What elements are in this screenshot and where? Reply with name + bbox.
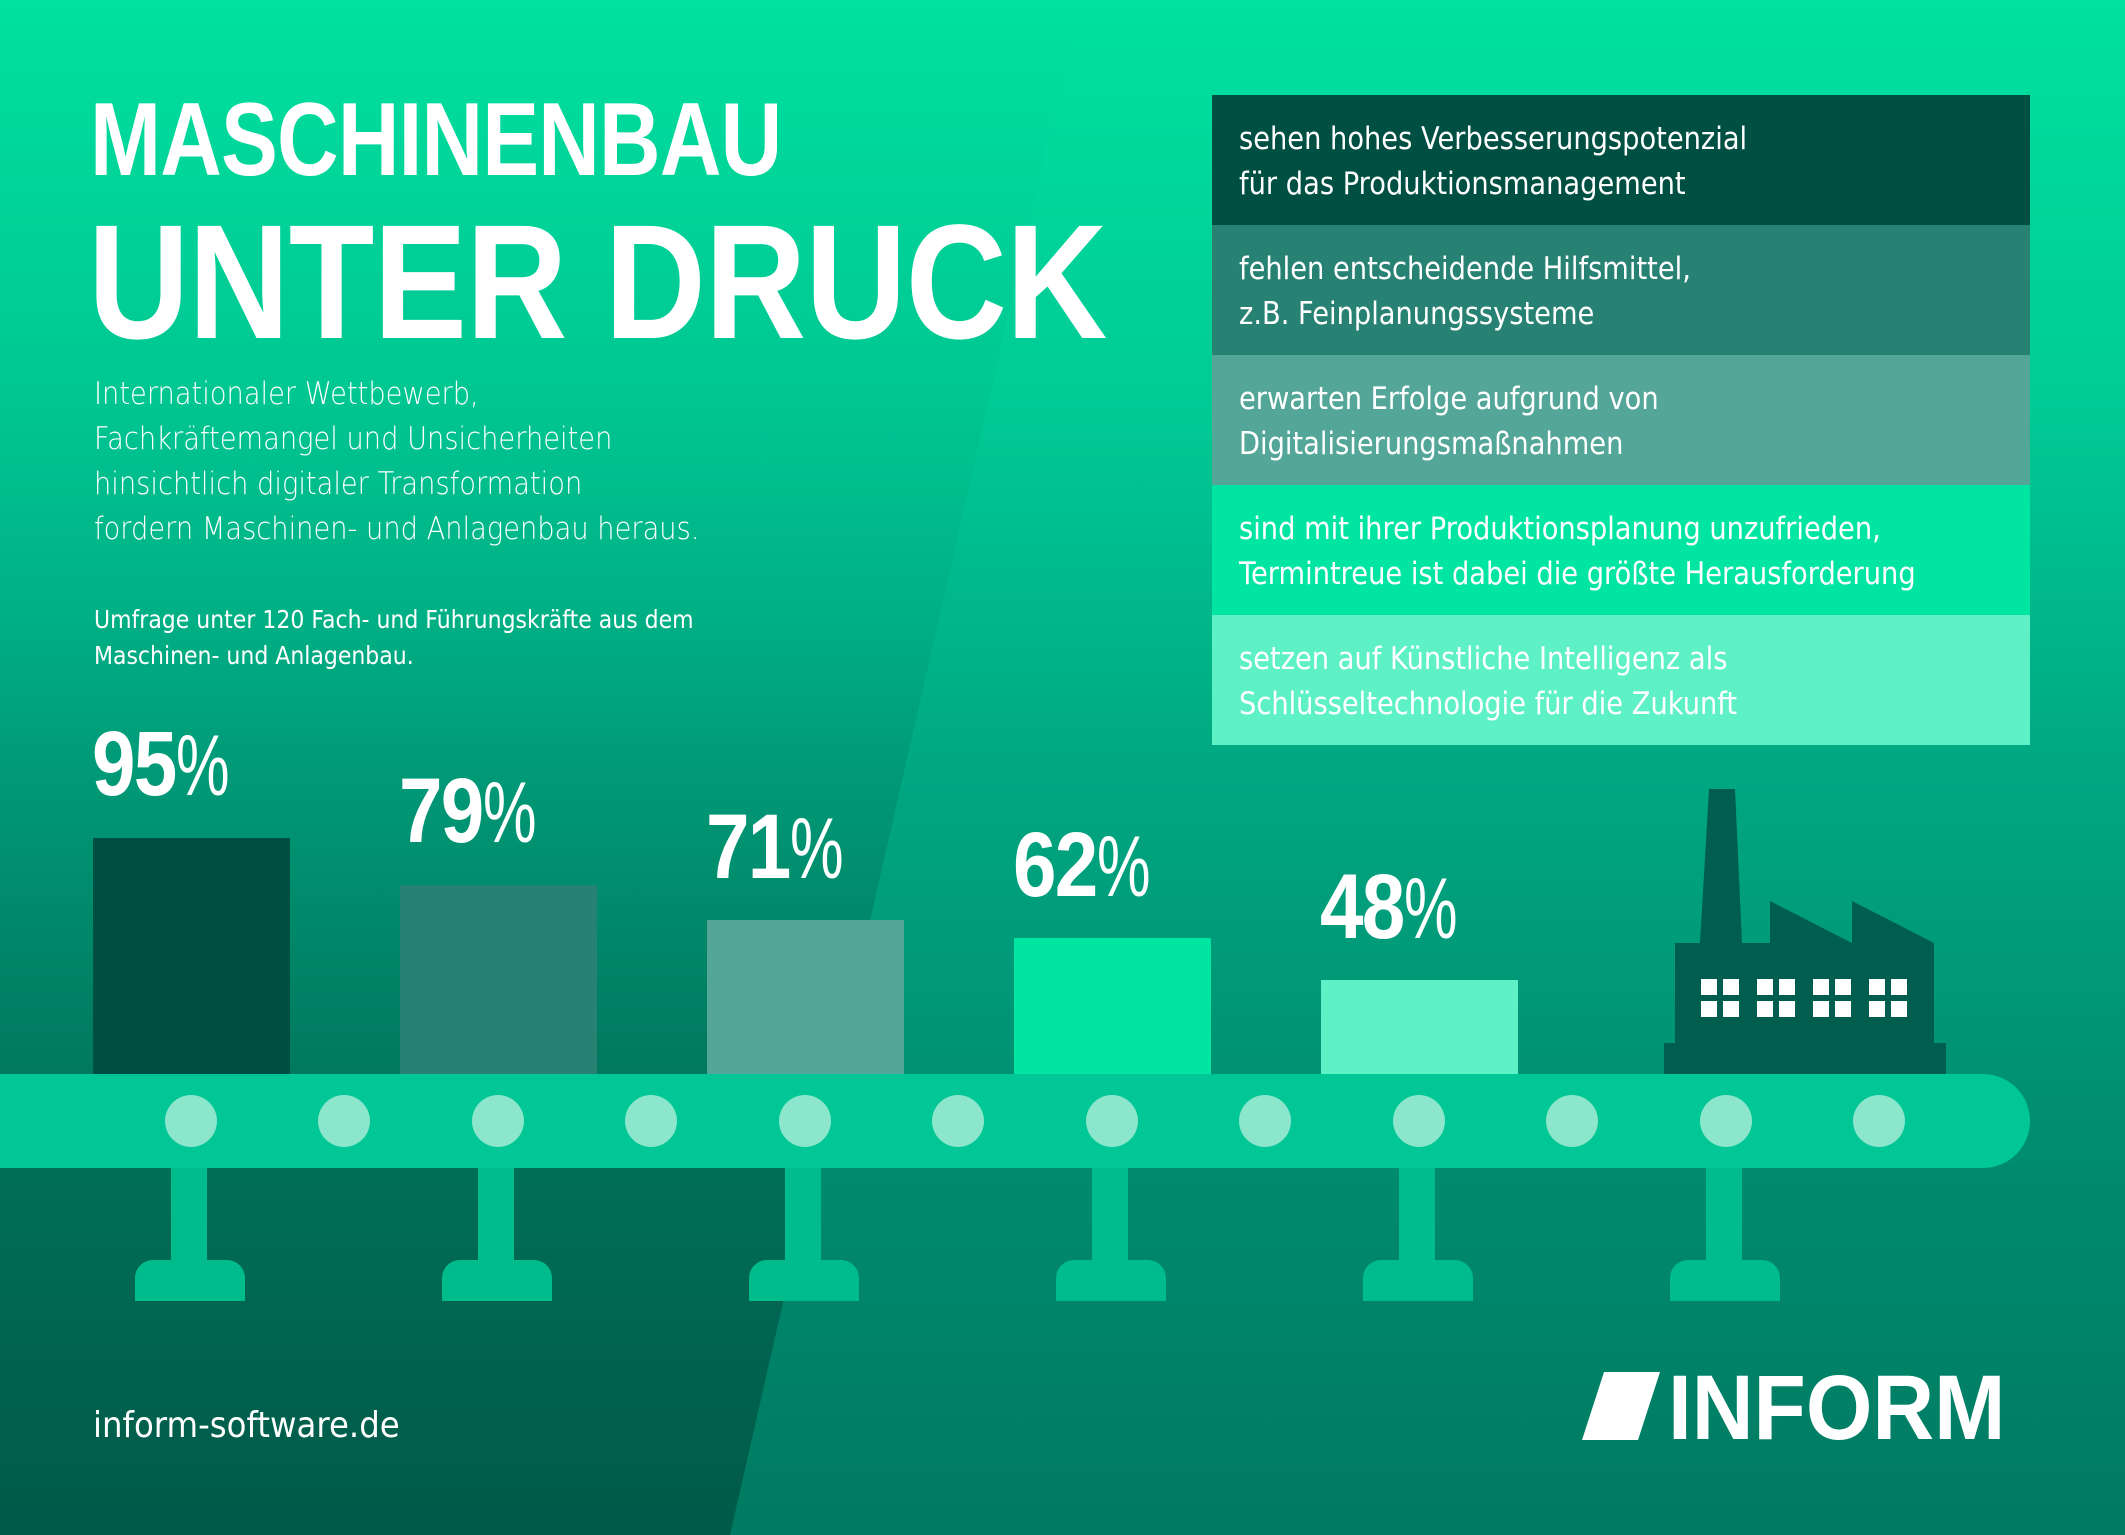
logo-text: INFORM <box>1668 1357 2006 1459</box>
legend-item-62: sind mit ihrer Produktionsplanung unzufr… <box>1212 485 2030 615</box>
roller-icon <box>318 1095 370 1147</box>
conveyor-foot-icon <box>135 1260 245 1301</box>
legend-text: z.B. Feinplanungssysteme <box>1239 296 1595 332</box>
roller-icon <box>165 1095 217 1147</box>
bar-label-62: 62% <box>1013 813 1174 918</box>
conveyor-leg-icon <box>785 1168 821 1262</box>
legend-item-48: setzen auf Künstliche Intelligenz als Sc… <box>1212 615 2030 745</box>
intro-text: Internationaler Wettbewerb, Fachkräftema… <box>94 372 798 552</box>
website-link[interactable]: inform-software.de <box>93 1405 400 1446</box>
bar-unit: % <box>790 801 844 897</box>
roller-icon <box>625 1095 677 1147</box>
bar-label-95: 95% <box>92 712 253 817</box>
factory-icon <box>1664 789 1946 1075</box>
conveyor-foot-icon <box>442 1260 552 1301</box>
roller-icon <box>1546 1095 1598 1147</box>
legend-text: Schlüsseltechnologie für die Zukunft <box>1239 686 1738 722</box>
legend-text: erwarten Erfolge aufgrund von <box>1239 381 1659 417</box>
legend-item-79: fehlen entscheidende Hilfsmittel, z.B. F… <box>1212 225 2030 355</box>
legend-text: Termintreue ist dabei die größte Herausf… <box>1239 556 1916 592</box>
conveyor-leg-icon <box>1706 1168 1742 1262</box>
roller-icon <box>932 1095 984 1147</box>
conveyor-leg-icon <box>1092 1168 1128 1262</box>
bar-value: 71 <box>706 796 791 898</box>
legend-text: sehen hohes Verbesserungspotenzial <box>1239 121 1748 157</box>
bar-label-79: 79% <box>399 759 560 864</box>
conveyor-foot-icon <box>749 1260 859 1301</box>
roller-icon <box>1853 1095 1905 1147</box>
bar-95 <box>93 838 290 1074</box>
intro-line: hinsichtlich digitaler Transformation <box>94 466 583 502</box>
legend-item-95: sehen hohes Verbesserungspotenzial für d… <box>1212 95 2030 225</box>
bar-value: 95 <box>92 713 177 815</box>
logo-slash-icon <box>1582 1372 1660 1440</box>
intro-line: fordern Maschinen- und Anlagenbau heraus… <box>94 511 700 547</box>
bar-value: 62 <box>1013 814 1098 916</box>
roller-icon <box>1239 1095 1291 1147</box>
roller-icon <box>1086 1095 1138 1147</box>
title-line-2: UNTER DRUCK <box>88 190 1107 373</box>
survey-line: Maschinen- und Anlagenbau. <box>94 641 414 670</box>
legend-text: fehlen entscheidende Hilfsmittel, <box>1239 251 1691 287</box>
bar-79 <box>400 885 597 1074</box>
title-line-1: MASCHINENBAU <box>90 82 782 198</box>
conveyor-foot-icon <box>1363 1260 1473 1301</box>
roller-icon <box>472 1095 524 1147</box>
bar-value: 48 <box>1320 856 1405 958</box>
bar-value: 79 <box>399 760 484 862</box>
survey-note: Umfrage unter 120 Fach- und Führungskräf… <box>94 602 694 674</box>
conveyor-foot-icon <box>1670 1260 1780 1301</box>
legend-item-71: erwarten Erfolge aufgrund von Digitalisi… <box>1212 355 2030 485</box>
legend-text: setzen auf Künstliche Intelligenz als <box>1239 641 1728 677</box>
survey-line: Umfrage unter 120 Fach- und Führungskräf… <box>94 605 694 634</box>
bar-unit: % <box>1097 819 1151 915</box>
bar-unit: % <box>176 718 230 814</box>
legend-text: für das Produktionsmanagement <box>1239 166 1686 202</box>
conveyor-leg-icon <box>171 1168 207 1262</box>
bar-unit: % <box>1404 861 1458 957</box>
inform-logo: INFORM <box>1582 1362 2032 1454</box>
legend-panel: sehen hohes Verbesserungspotenzial für d… <box>1212 95 2030 745</box>
conveyor-leg-icon <box>478 1168 514 1262</box>
legend-text: Digitalisierungsmaßnahmen <box>1239 426 1624 462</box>
legend-text: sind mit ihrer Produktionsplanung unzufr… <box>1239 511 1881 547</box>
bar-label-48: 48% <box>1320 855 1481 960</box>
conveyor-foot-icon <box>1056 1260 1166 1301</box>
bar-62 <box>1014 938 1211 1074</box>
conveyor-belt-icon <box>0 1074 2030 1168</box>
bar-unit: % <box>483 765 537 861</box>
roller-icon <box>1700 1095 1752 1147</box>
roller-icon <box>779 1095 831 1147</box>
intro-line: Fachkräftemangel und Unsicherheiten <box>94 421 613 457</box>
intro-line: Internationaler Wettbewerb, <box>94 376 479 412</box>
bar-71 <box>707 920 904 1074</box>
conveyor-leg-icon <box>1399 1168 1435 1262</box>
bar-label-71: 71% <box>706 795 867 900</box>
roller-icon <box>1393 1095 1445 1147</box>
bar-48 <box>1321 980 1518 1074</box>
